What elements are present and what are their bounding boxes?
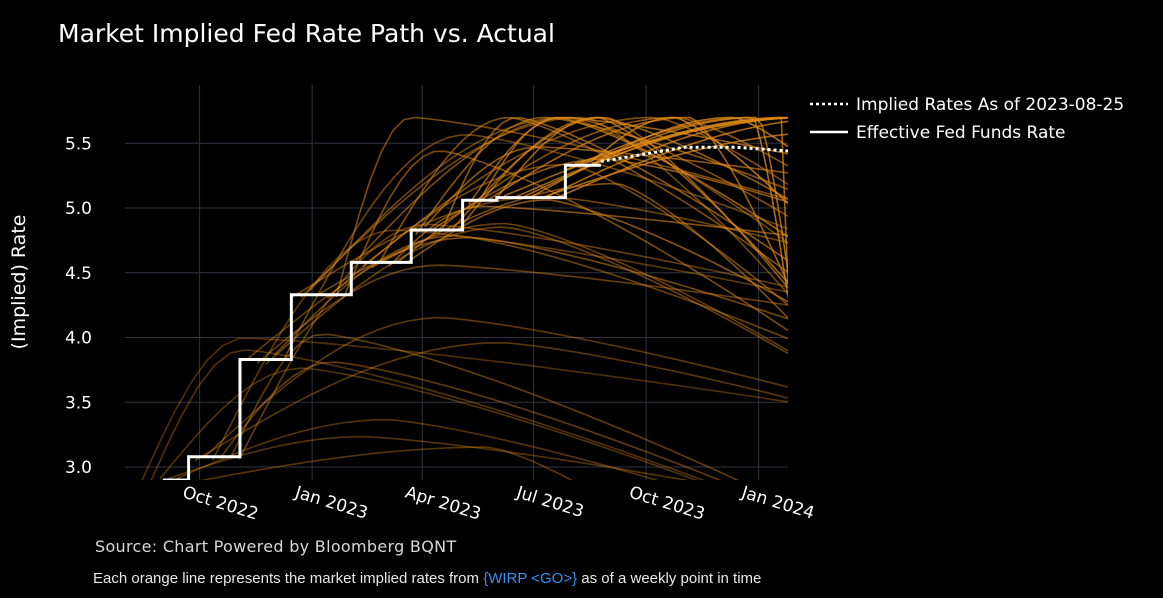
footnote: Each orange line represents the market i… — [93, 570, 761, 587]
effective-fed-funds-line — [162, 163, 601, 480]
y-tick-label: 5.0 — [65, 199, 92, 219]
y-tick-label: 3.0 — [65, 458, 92, 478]
x-tick-label: Jul 2023 — [513, 482, 586, 522]
implied-rate-path — [379, 116, 788, 274]
y-tick-label: 4.0 — [65, 329, 92, 349]
rate-series — [162, 145, 788, 480]
y-tick-label: 3.5 — [65, 393, 92, 413]
legend-label: Implied Rates As of 2023-08-25 — [856, 95, 1124, 115]
implied-rate-path — [574, 117, 788, 165]
implied-rate-path — [238, 223, 788, 460]
legend: Implied Rates As of 2023-08-25 Effective … — [810, 95, 1124, 143]
implied-rate-path — [141, 337, 788, 480]
implied-rate-path — [220, 361, 722, 480]
implied-rate-path — [388, 205, 788, 267]
x-axis-ticks: Oct 2022 Jan 2023 Apr 2023 Jul 2023 Oct 2023… — [180, 482, 816, 524]
y-axis-label: (Implied) Rate — [8, 215, 30, 350]
x-tick-label: Oct 2023 — [627, 483, 707, 525]
wirp-link[interactable]: {WIRP <GO>} — [483, 570, 578, 587]
implied-rate-path — [468, 116, 788, 206]
implied-rate-path — [583, 116, 788, 170]
implied-rate-path — [256, 264, 788, 364]
implied-rate-path — [371, 182, 788, 319]
y-tick-label: 5.5 — [65, 134, 92, 154]
implied-rate-path — [150, 349, 706, 480]
implied-rate-path — [203, 316, 788, 459]
implied-rate-path — [335, 116, 788, 298]
y-axis-ticks: 3.0 3.5 4.0 4.5 5.0 5.5 — [65, 134, 92, 478]
implied-rate-path — [199, 446, 574, 480]
implied-rate-path — [406, 199, 788, 303]
source-text: Source: Chart Powered by Bloomberg BQNT — [95, 537, 457, 556]
implied-rate-path — [168, 435, 690, 480]
implied-rate-path — [194, 341, 788, 462]
implied-rate-path — [459, 116, 788, 229]
implied-rate-path — [539, 133, 788, 200]
y-tick-label: 4.5 — [65, 264, 92, 284]
implied-rate-path — [397, 116, 788, 263]
x-tick-label: Apr 2023 — [403, 483, 484, 525]
x-tick-label: Jan 2023 — [292, 482, 370, 523]
chart-title: Market Implied Fed Rate Path vs. Actual — [58, 19, 555, 48]
implied-rate-path — [591, 116, 788, 205]
implied-rate-path — [159, 367, 698, 480]
implied-rate-path — [432, 158, 788, 230]
x-tick-label: Oct 2022 — [180, 483, 260, 525]
implied-rate-path — [177, 419, 659, 480]
implied-rate-path — [273, 234, 788, 356]
implied-rates-dotted-line — [600, 145, 788, 163]
footnote-text-end: as of a weekly point in time — [577, 570, 762, 587]
legend-label: Effective Fed Funds Rate — [856, 123, 1066, 143]
implied-rate-path — [229, 333, 740, 480]
footnote-text: Each orange line represents the market i… — [93, 570, 484, 587]
implied-rate-paths — [141, 116, 788, 480]
implied-rate-path — [565, 116, 788, 298]
x-tick-label: Jan 2024 — [738, 482, 816, 523]
implied-rate-path — [485, 116, 788, 285]
